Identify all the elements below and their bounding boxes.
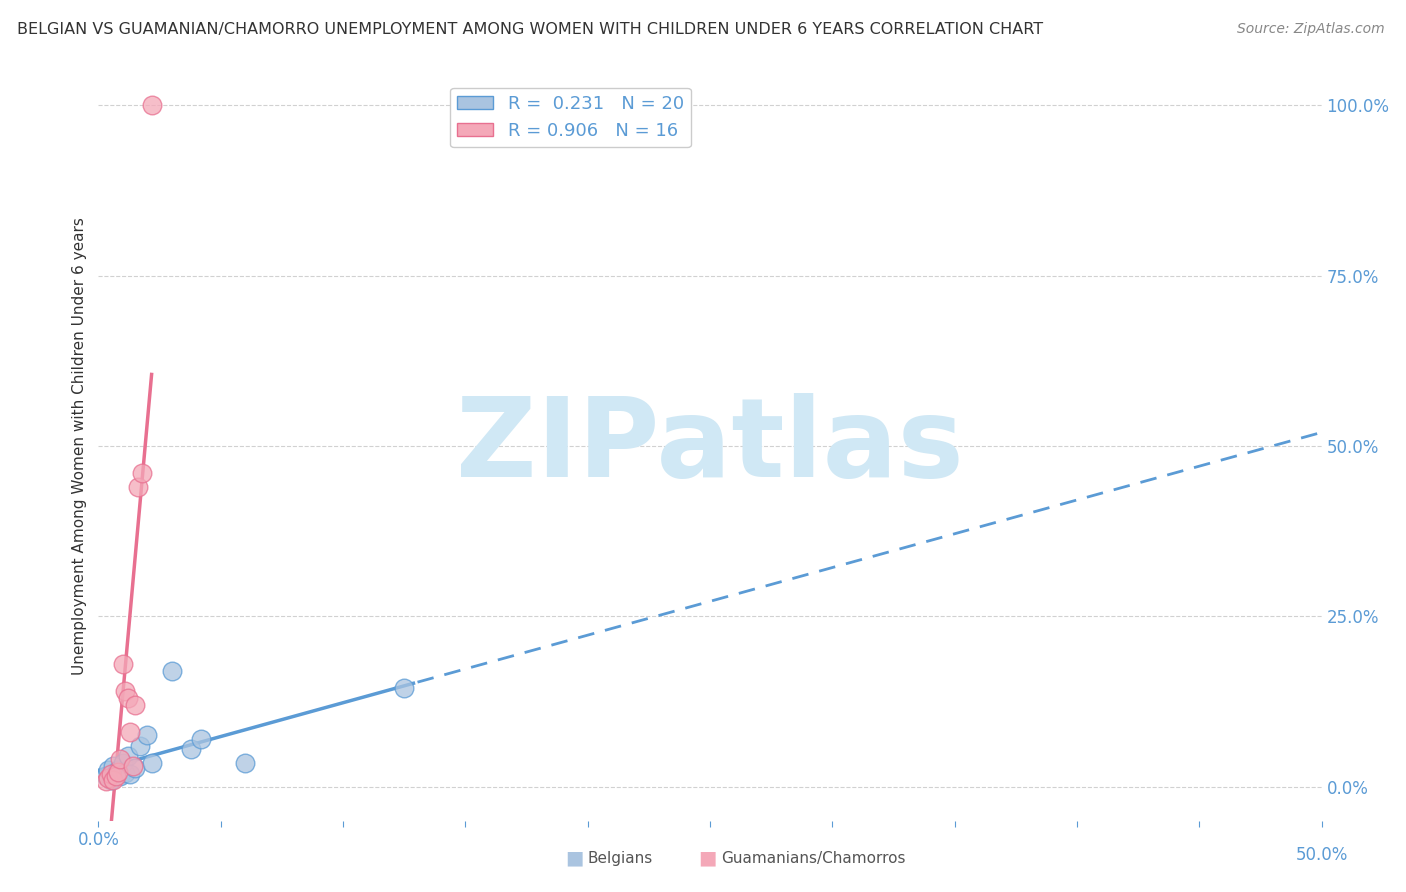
Point (100, 767, 122, 781)
Point (141, 756, 163, 770)
Point (117, 748, 139, 763)
Point (190, 731, 212, 746)
Point (97, 772, 120, 786)
Text: ■: ■ (565, 848, 583, 868)
Point (180, 742, 202, 756)
Point (101, 772, 124, 787)
Point (104, 769, 127, 783)
Point (160, 664, 183, 678)
Point (124, 698, 146, 712)
Point (94, 769, 117, 783)
Point (110, 752, 132, 766)
Text: BELGIAN VS GUAMANIAN/CHAMORRO UNEMPLOYMENT AMONG WOMEN WITH CHILDREN UNDER 6 YEA: BELGIAN VS GUAMANIAN/CHAMORRO UNEMPLOYME… (17, 22, 1043, 37)
Point (117, 691, 139, 706)
Legend: R =  0.231   N = 20, R = 0.906   N = 16: R = 0.231 N = 20, R = 0.906 N = 16 (450, 88, 692, 147)
Point (129, 739, 152, 753)
Text: Belgians: Belgians (588, 851, 652, 865)
Y-axis label: Unemployment Among Women with Children Under 6 years: Unemployment Among Women with Children U… (72, 217, 87, 675)
Point (101, 759, 124, 773)
Point (136, 729, 159, 743)
Text: ZIPatlas: ZIPatlas (456, 392, 965, 500)
Point (114, 766, 136, 780)
Point (110, 769, 132, 783)
Point (107, 763, 129, 777)
Point (233, 756, 256, 770)
Point (124, 760, 146, 774)
Text: Source: ZipAtlas.com: Source: ZipAtlas.com (1237, 22, 1385, 37)
Text: Guamanians/Chamorros: Guamanians/Chamorros (721, 851, 905, 865)
Point (114, 684, 136, 698)
Point (104, 766, 127, 780)
Point (127, 480, 149, 494)
Point (120, 767, 142, 781)
Point (94, 774, 117, 789)
Text: 50.0%: 50.0% (1295, 846, 1348, 863)
Point (100, 772, 122, 787)
Point (111, 657, 134, 671)
Point (392, 681, 416, 695)
Point (131, 467, 153, 481)
Text: ■: ■ (699, 848, 717, 868)
Point (107, 764, 129, 779)
Point (120, 725, 142, 739)
Point (111, 756, 134, 770)
Point (141, 98, 163, 112)
Point (121, 759, 143, 773)
Point (97, 763, 120, 777)
